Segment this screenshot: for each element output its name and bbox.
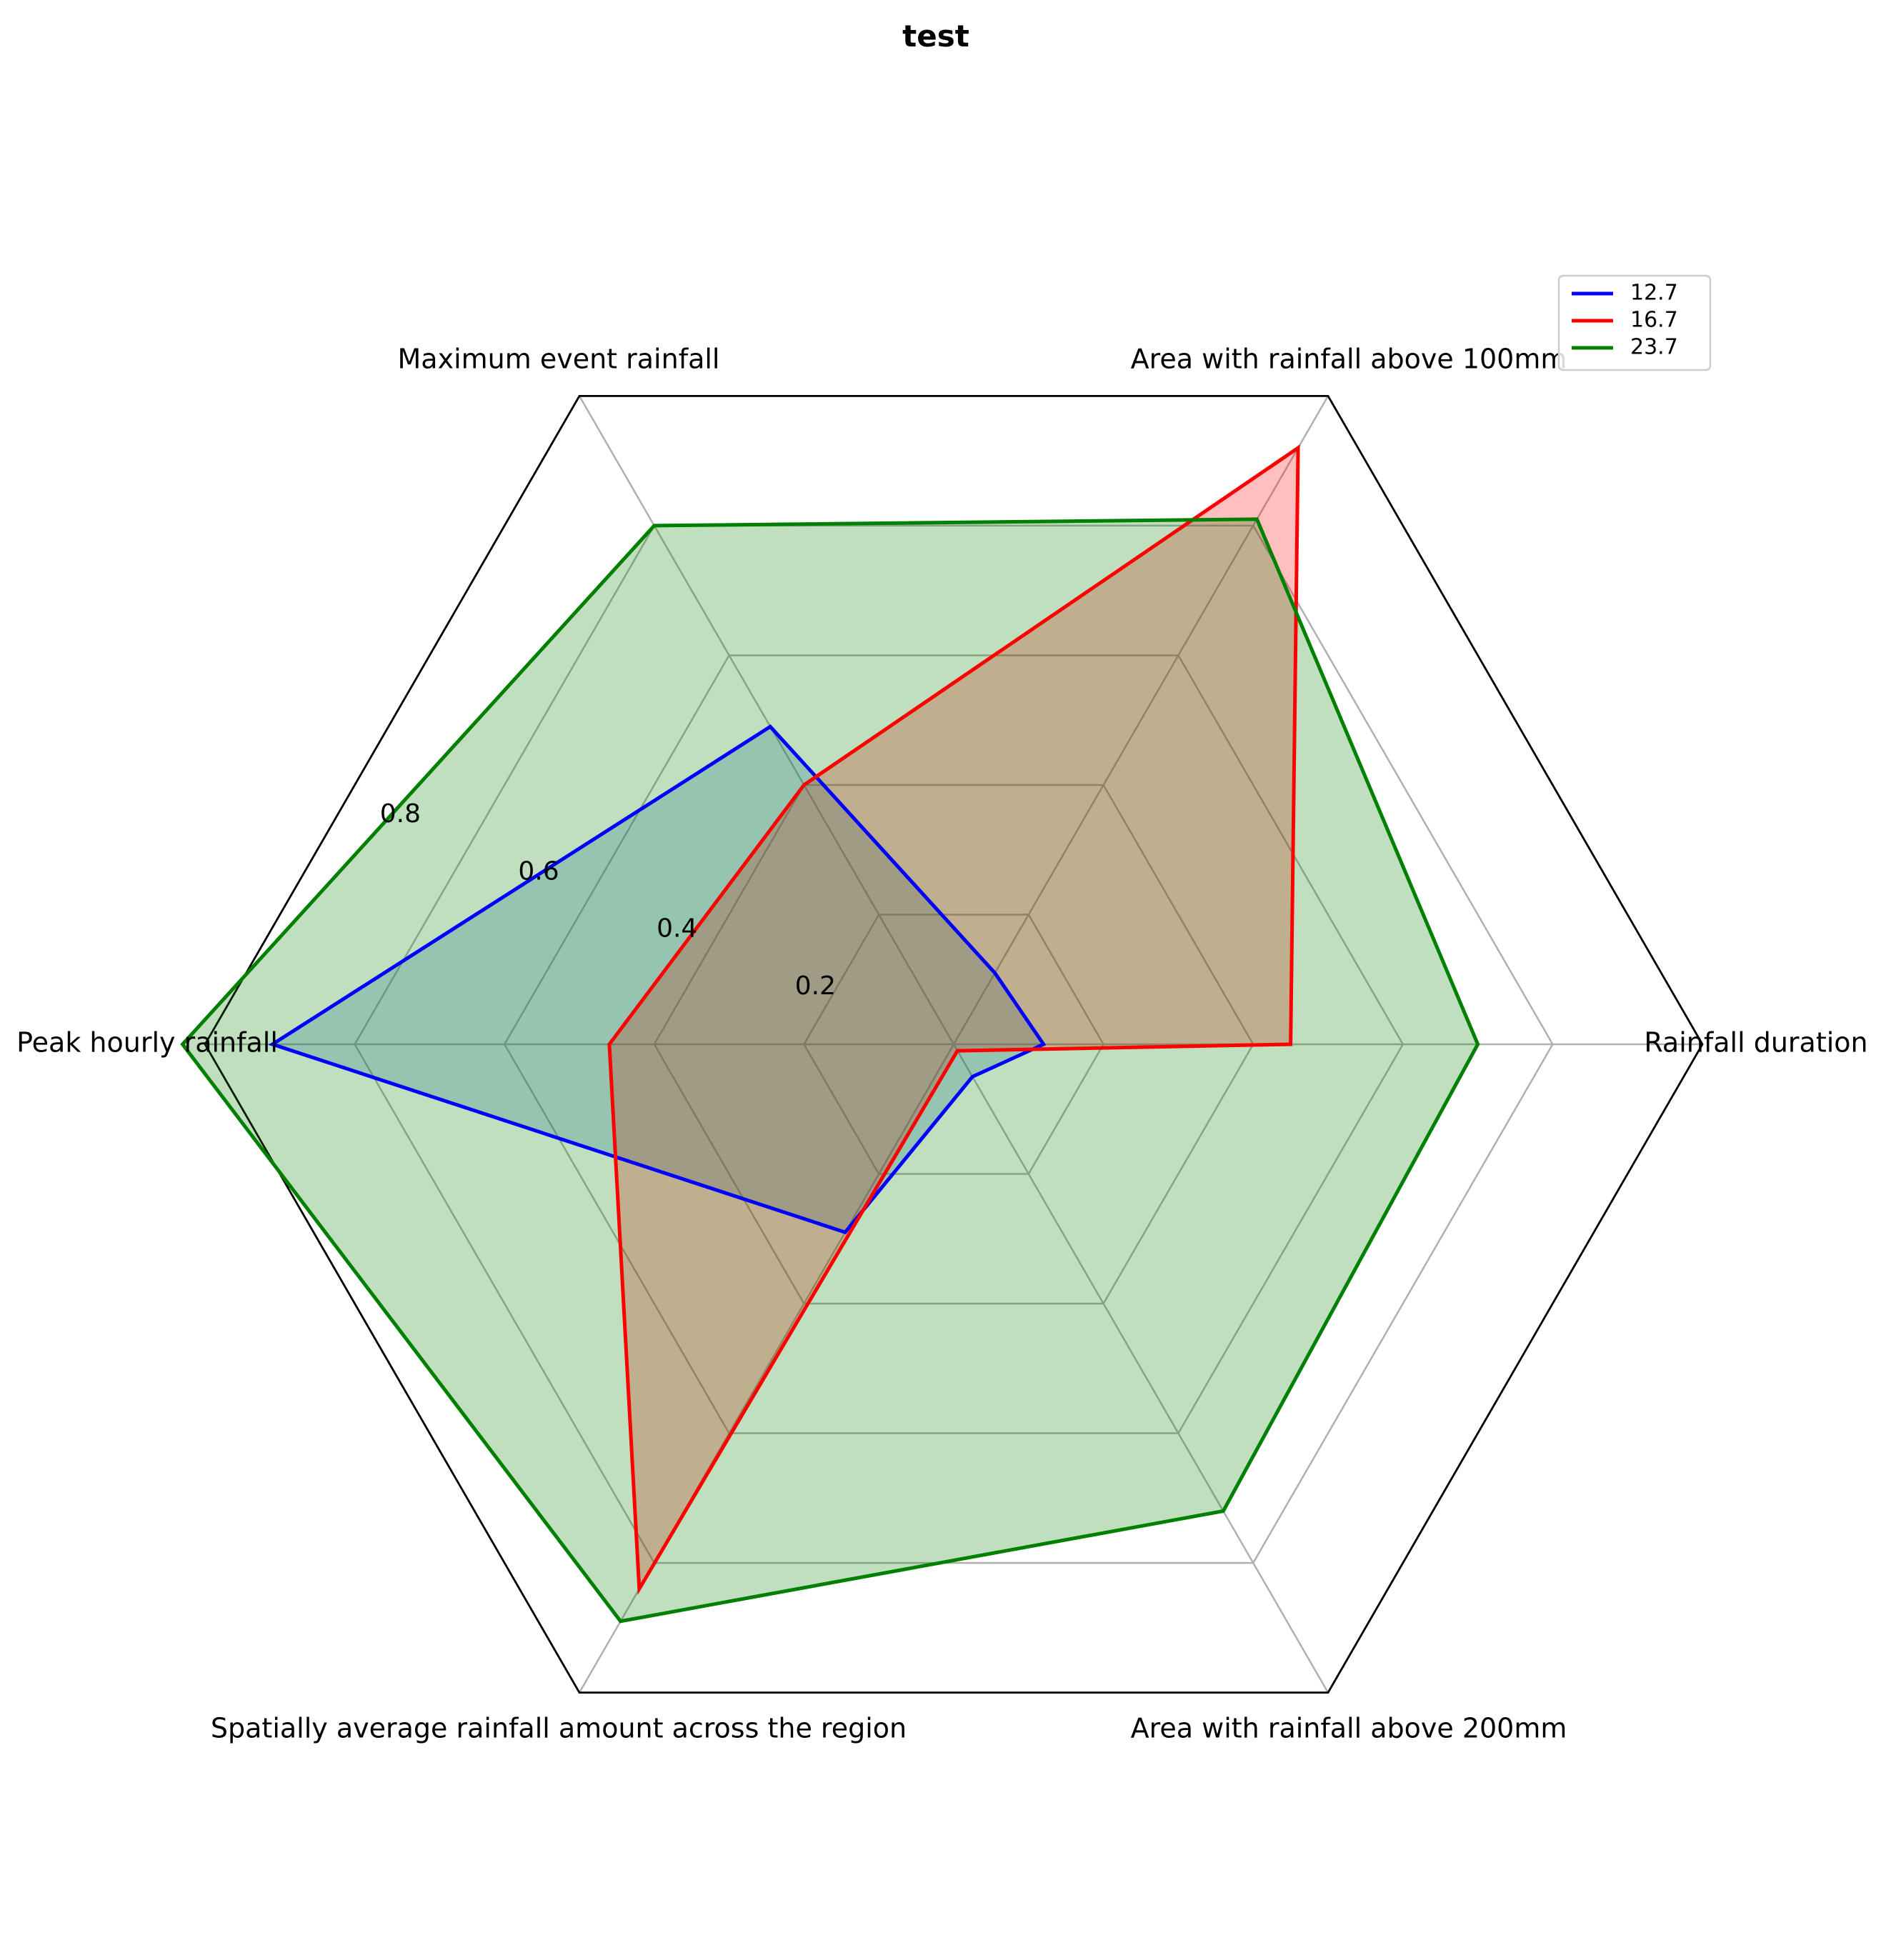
axis-label-6: Area with rainfall above 200mm <box>1131 1713 1567 1744</box>
radar-grid <box>204 395 1704 1694</box>
legend: 12.716.723.7 <box>1557 274 1712 371</box>
series-fill-3 <box>182 519 1478 1621</box>
radial-tick-3: 0.6 <box>518 856 559 886</box>
axis-label-3: Maximum event rainfall <box>398 344 720 375</box>
grid-spoke-6 <box>952 1044 1329 1694</box>
legend-label-3: 23.7 <box>1630 335 1678 360</box>
radial-tick-labels: 0.2 0.4 0.6 0.8 <box>380 799 836 1001</box>
radial-tick-2: 0.4 <box>657 914 697 944</box>
series-line-1 <box>268 724 1047 1235</box>
series-fill-2 <box>609 448 1299 1589</box>
axis-label-4: Peak hourly rainfall <box>16 1027 278 1059</box>
series-line-2 <box>607 444 1300 1595</box>
radial-tick-1: 0.2 <box>795 971 836 1001</box>
grid-spoke-2 <box>952 395 1329 1045</box>
axis-label-2: Area with rainfall above 100mm <box>1131 344 1567 375</box>
radar-series <box>180 444 1480 1624</box>
outer-frame <box>204 395 1704 1694</box>
axis-label-5: Spatially average rainfall amount across… <box>211 1713 907 1744</box>
legend-label-1: 12.7 <box>1630 281 1678 306</box>
axis-label-1: Rainfall duration <box>1644 1027 1867 1059</box>
grid-spoke-3 <box>578 395 955 1045</box>
radial-tick-4: 0.8 <box>380 799 421 829</box>
series-line-3 <box>180 517 1480 1624</box>
legend-label-2: 16.7 <box>1630 308 1678 333</box>
axis-labels: Rainfall duration Area with rainfall abov… <box>16 344 1868 1744</box>
chart-title: test <box>902 19 969 54</box>
